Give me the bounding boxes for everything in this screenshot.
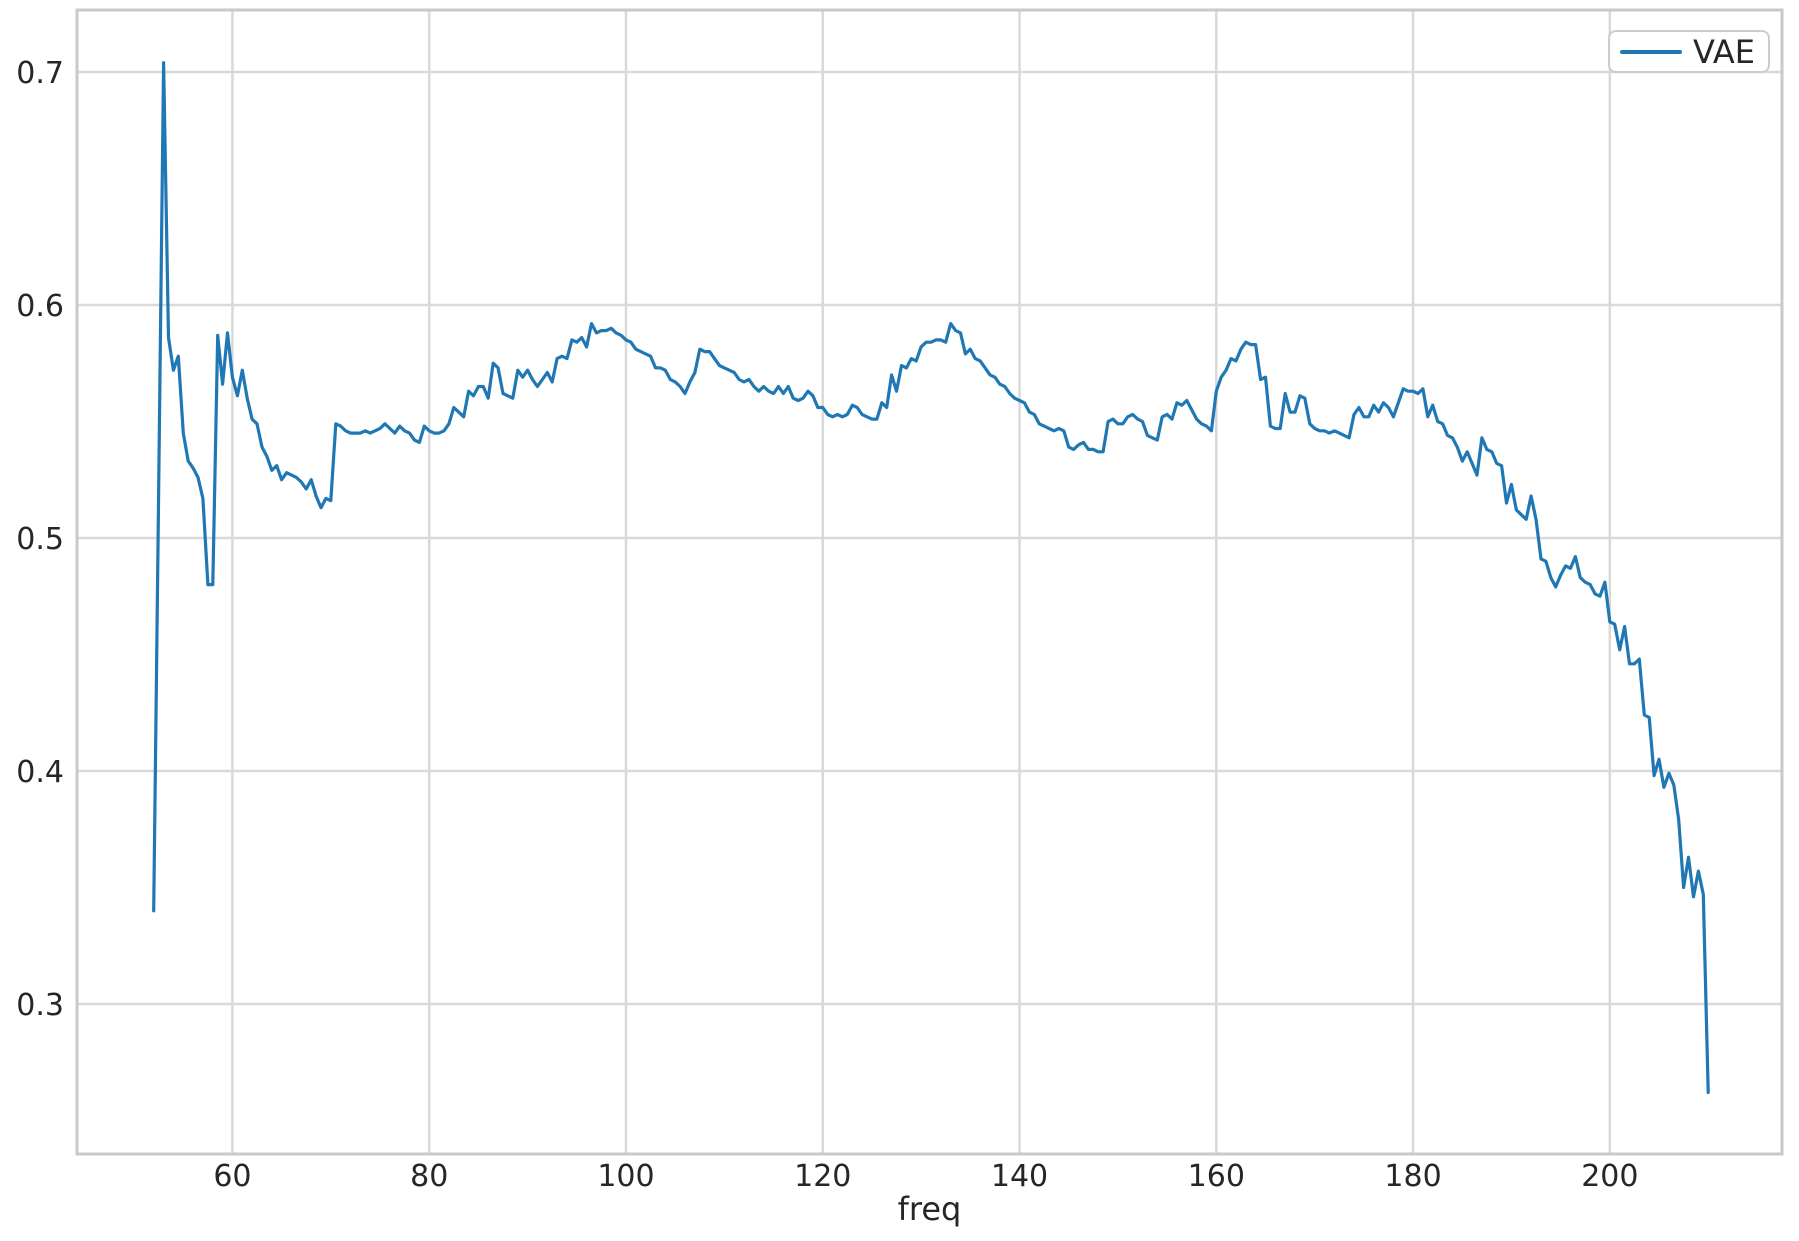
- x-tick-label: 100: [597, 1159, 654, 1194]
- y-tick-label: 0.6: [16, 289, 64, 324]
- x-tick-label: 140: [991, 1159, 1048, 1194]
- legend-line-swatch: [1620, 49, 1682, 54]
- axes-spines: [75, 8, 1784, 1156]
- x-tick-label: 80: [410, 1159, 448, 1194]
- y-tick-label: 0.7: [16, 56, 64, 91]
- legend: VAE: [1608, 30, 1770, 73]
- x-tick-label: 120: [794, 1159, 851, 1194]
- x-tick-label: 160: [1188, 1159, 1245, 1194]
- y-tick-label: 0.5: [16, 522, 64, 557]
- x-axis-title: freq: [897, 1190, 962, 1228]
- y-tick-label: 0.4: [16, 755, 64, 790]
- x-tick-label: 60: [213, 1159, 251, 1194]
- legend-label: VAE: [1693, 32, 1755, 71]
- y-tick-label: 0.3: [16, 988, 64, 1023]
- x-tick-label: 200: [1581, 1159, 1638, 1194]
- x-tick-label: 180: [1384, 1159, 1441, 1194]
- vae-series-line: [152, 61, 1710, 1095]
